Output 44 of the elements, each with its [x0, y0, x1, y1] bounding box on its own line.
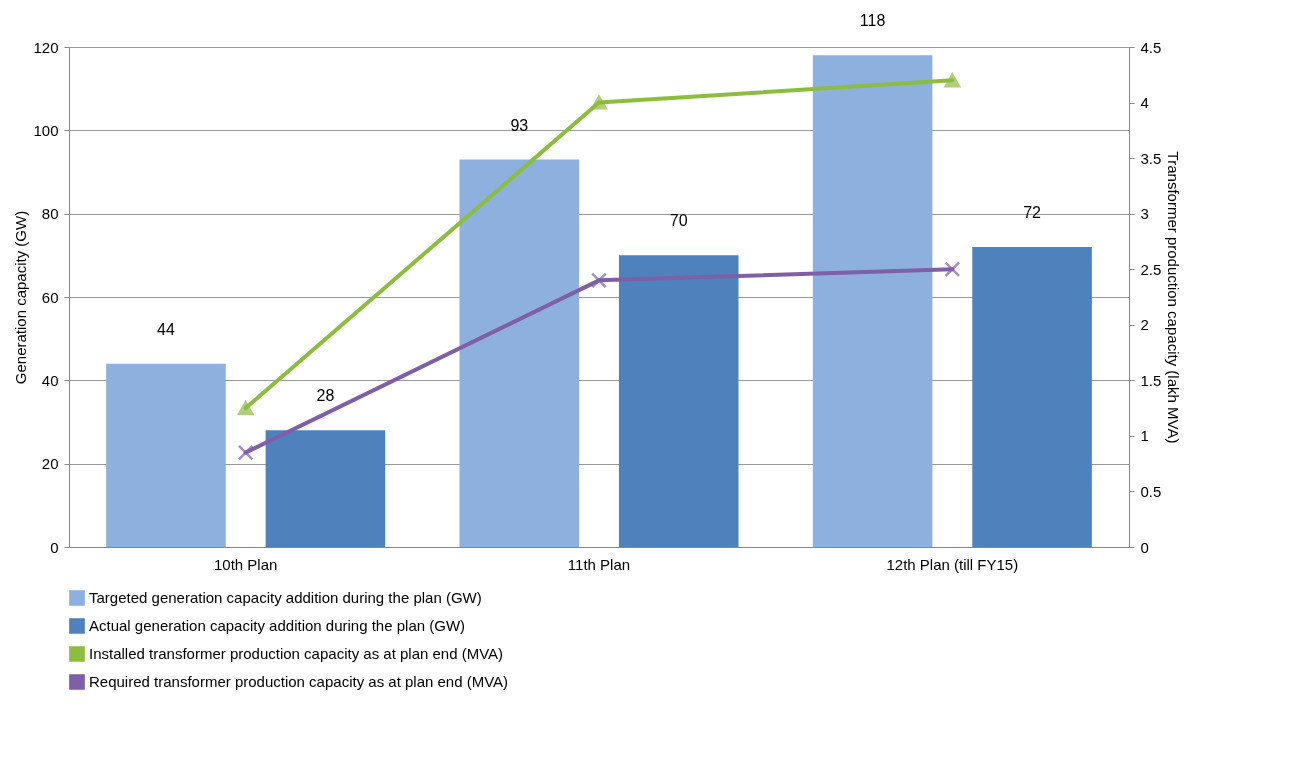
y2-tick-label: 2	[1140, 316, 1149, 334]
point	[591, 272, 607, 289]
data-label: 72	[1023, 204, 1042, 221]
legend-label: Targeted generation capacity addition during the plan (GW)	[89, 589, 482, 606]
y2-tick-label: 0.5	[1140, 482, 1162, 500]
legend-label: Required transformer production capacity as at plan end (MVA)	[89, 673, 509, 690]
y-tick-label: 80	[41, 205, 59, 223]
data-label: 44	[157, 320, 175, 338]
y-tick-label: 60	[41, 288, 59, 306]
y2-tick-label: 4	[1140, 94, 1149, 112]
point	[944, 73, 961, 88]
point	[591, 95, 607, 110]
data-label: 28	[316, 387, 335, 405]
bar	[106, 363, 226, 547]
y2-axis-title: Transformer production capacity (lakh MVA)	[1165, 151, 1183, 444]
y-tick-label: 120	[33, 38, 59, 56]
data-label: 70	[669, 212, 688, 230]
point	[237, 444, 254, 461]
data-label: 93	[510, 116, 529, 134]
y-tick-label: 0	[50, 538, 59, 556]
y-tick-label: 20	[41, 455, 59, 473]
y2-tick-label: 4.5	[1140, 38, 1162, 56]
y2-tick-label: 1.5	[1140, 371, 1162, 389]
x-tick-label: 10th Plan	[213, 555, 278, 573]
y2-tick-label: 1	[1140, 427, 1149, 445]
y2-tick-label: 3.5	[1140, 149, 1162, 167]
x-tick-label: 11th Plan	[567, 555, 631, 573]
y-tick-label: 40	[41, 371, 59, 389]
data-label: 118	[859, 12, 886, 30]
y-tick-label: 100	[33, 121, 59, 139]
y2-tick-label: 0	[1140, 538, 1149, 556]
bar	[618, 255, 739, 547]
y-axis-title: Generation capacity (GW)	[12, 210, 30, 385]
bar	[812, 55, 933, 547]
bar	[265, 430, 386, 547]
bar	[972, 247, 1092, 547]
bar	[459, 159, 580, 547]
y2-tick-label: 3	[1140, 205, 1149, 223]
point	[237, 401, 254, 416]
y2-tick-label: 2.5	[1140, 260, 1162, 278]
legend-label: Installed transformer production capacity as at plan end (MVA)	[89, 645, 504, 662]
legend-label: Actual generation capacity addition during the plan (GW)	[89, 617, 466, 634]
x-tick-label: 12th Plan (till FY15)	[886, 555, 1019, 573]
point	[944, 261, 961, 278]
